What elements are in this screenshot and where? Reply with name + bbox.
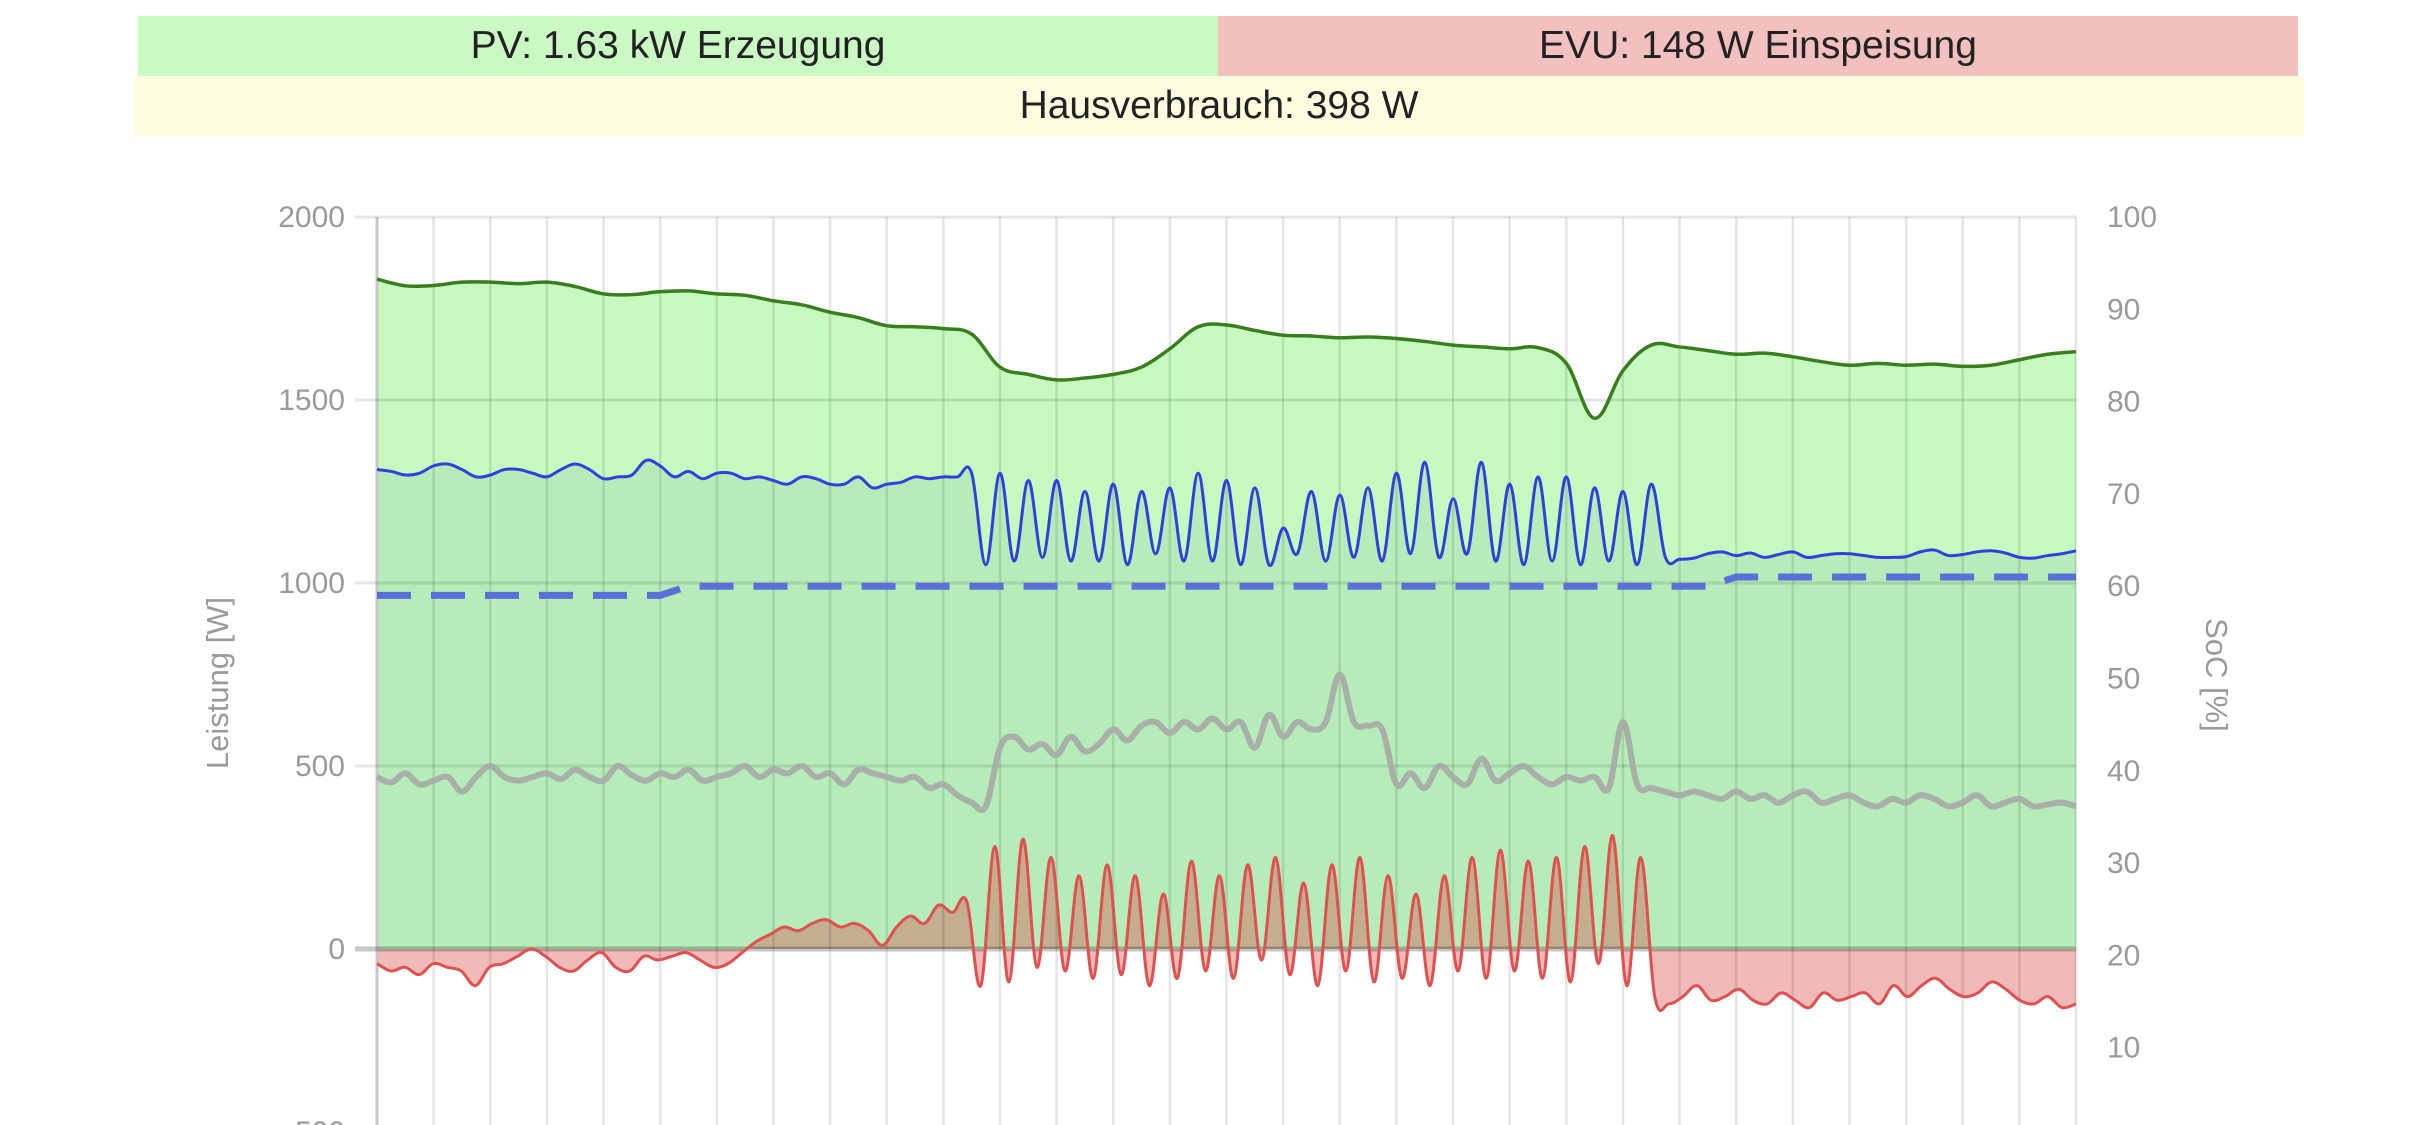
house-consumption-line [375, 671, 2077, 814]
pv-status-banner: PV: 1.63 kW Erzeugung [138, 16, 1218, 76]
right-tick-label: 20 [2107, 939, 2140, 972]
chart-grid [355, 215, 2078, 1125]
right-tick-label: 80 [2107, 386, 2140, 419]
right-tick-label: 60 [2107, 570, 2140, 603]
evu-status-banner: EVU: 148 W Einspeisung [1218, 16, 2298, 76]
house-consumption-text: Hausverbrauch: 398 W [1019, 84, 1419, 127]
evu-area [377, 835, 2076, 1011]
right-tick-label: 90 [2107, 293, 2140, 326]
left-tick-label: -500 [285, 1116, 345, 1125]
right-tick-label: 10 [2107, 1032, 2140, 1065]
battery-line [376, 458, 2077, 567]
right-tick-label: 70 [2107, 478, 2140, 511]
pv-line [376, 277, 2077, 421]
right-axis-ticks: 1009080706050403020100 [2107, 201, 2157, 1125]
right-tick-label: 50 [2107, 663, 2140, 696]
soc-line [377, 573, 2076, 599]
left-axis-ticks: 2000 1500 1000 500 0 -500 [278, 201, 345, 1125]
battery-area [377, 460, 2076, 949]
right-axis-title: SoC [%] [2199, 618, 2234, 732]
pv-status-text: PV: 1.63 kW Erzeugung [470, 24, 886, 67]
pv-area [377, 279, 2076, 950]
right-tick-label: 100 [2107, 201, 2157, 234]
right-tick-label: 40 [2107, 755, 2140, 788]
left-tick-label: 2000 [278, 201, 345, 234]
left-tick-label: 1000 [278, 567, 345, 600]
right-tick-label: 30 [2107, 847, 2140, 880]
left-axis-title: Leistung [W] [200, 597, 235, 769]
evu-status-text: EVU: 148 W Einspeisung [1539, 24, 1977, 67]
evu-line [376, 834, 2077, 1012]
series-fills [377, 279, 2076, 1011]
left-tick-label: 1500 [278, 384, 345, 417]
house-consumption-banner: Hausverbrauch: 398 W [134, 76, 2304, 136]
series-lines [375, 277, 2077, 1012]
left-tick-label: 500 [295, 750, 345, 783]
left-tick-label: 0 [328, 933, 345, 966]
